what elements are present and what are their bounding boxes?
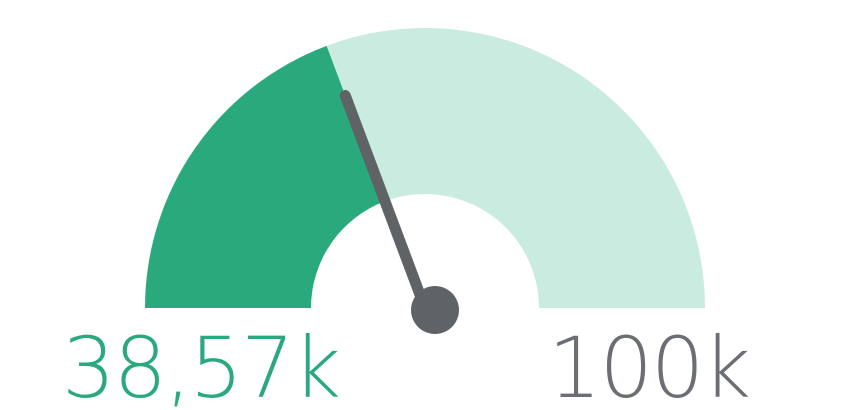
gauge-needle — [339, 89, 431, 314]
gauge-max-label: 100k — [548, 319, 751, 410]
gauge-value-label: 38,57k — [62, 319, 341, 410]
gauge-needle-hub — [411, 286, 459, 334]
gauge-filled-arc — [145, 45, 385, 309]
gauge-remaining-arc — [326, 28, 705, 309]
